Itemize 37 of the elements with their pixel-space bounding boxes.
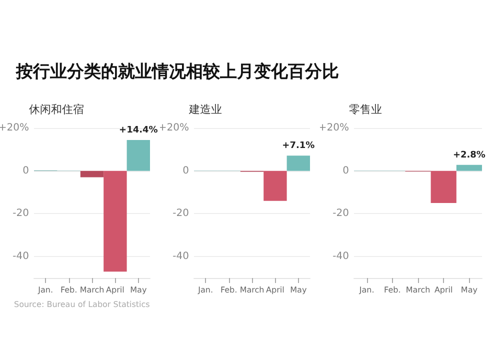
x-tick-label: Jan.	[37, 286, 54, 294]
bar	[264, 170, 287, 201]
chart-title: 建造业	[188, 103, 222, 116]
x-tick-label: Jan.	[197, 286, 214, 294]
y-tick-label: 0	[342, 165, 349, 176]
x-tick-label: May	[460, 286, 478, 294]
x-tick-label: March	[80, 286, 104, 294]
x-tick-label: Feb.	[220, 286, 238, 294]
y-tick-label: -20	[12, 208, 29, 220]
y-tick-label: 0	[22, 165, 29, 176]
bar	[104, 170, 127, 272]
x-tick-label: March	[240, 286, 264, 294]
y-tick-label: -40	[332, 251, 349, 262]
x-tick-label: Jan.	[358, 286, 374, 294]
text: 按行业分类的就业情况相较上月变化百分比	[16, 61, 339, 83]
bar	[126, 140, 150, 171]
x-tick-label: Feb.	[384, 286, 401, 294]
y-tick-label: -40	[172, 251, 189, 262]
y-tick-label: -20	[332, 208, 349, 220]
chart-title: 零售业	[349, 103, 382, 116]
data-label: +7.1%	[282, 141, 315, 152]
x-tick-label: April	[106, 286, 124, 294]
x-tick-label: May	[130, 286, 147, 294]
chart-title: 休闲和住宿	[29, 103, 84, 116]
data-label: +14.4%	[119, 126, 158, 136]
y-tick-label: -20	[172, 208, 189, 220]
x-tick-label: April	[266, 286, 284, 294]
x-tick-label: Feb.	[60, 286, 78, 294]
x-tick-label: April	[434, 286, 453, 294]
bar	[286, 156, 310, 171]
data-label: +2.8%	[452, 150, 486, 160]
bar	[80, 170, 104, 178]
y-tick-label: 0	[182, 165, 189, 176]
x-tick-label: March	[406, 286, 430, 294]
x-tick-label: May	[290, 286, 307, 294]
y-tick-label: -40	[12, 251, 29, 262]
source-note: Source: Bureau of Labor Statistics	[14, 300, 150, 309]
